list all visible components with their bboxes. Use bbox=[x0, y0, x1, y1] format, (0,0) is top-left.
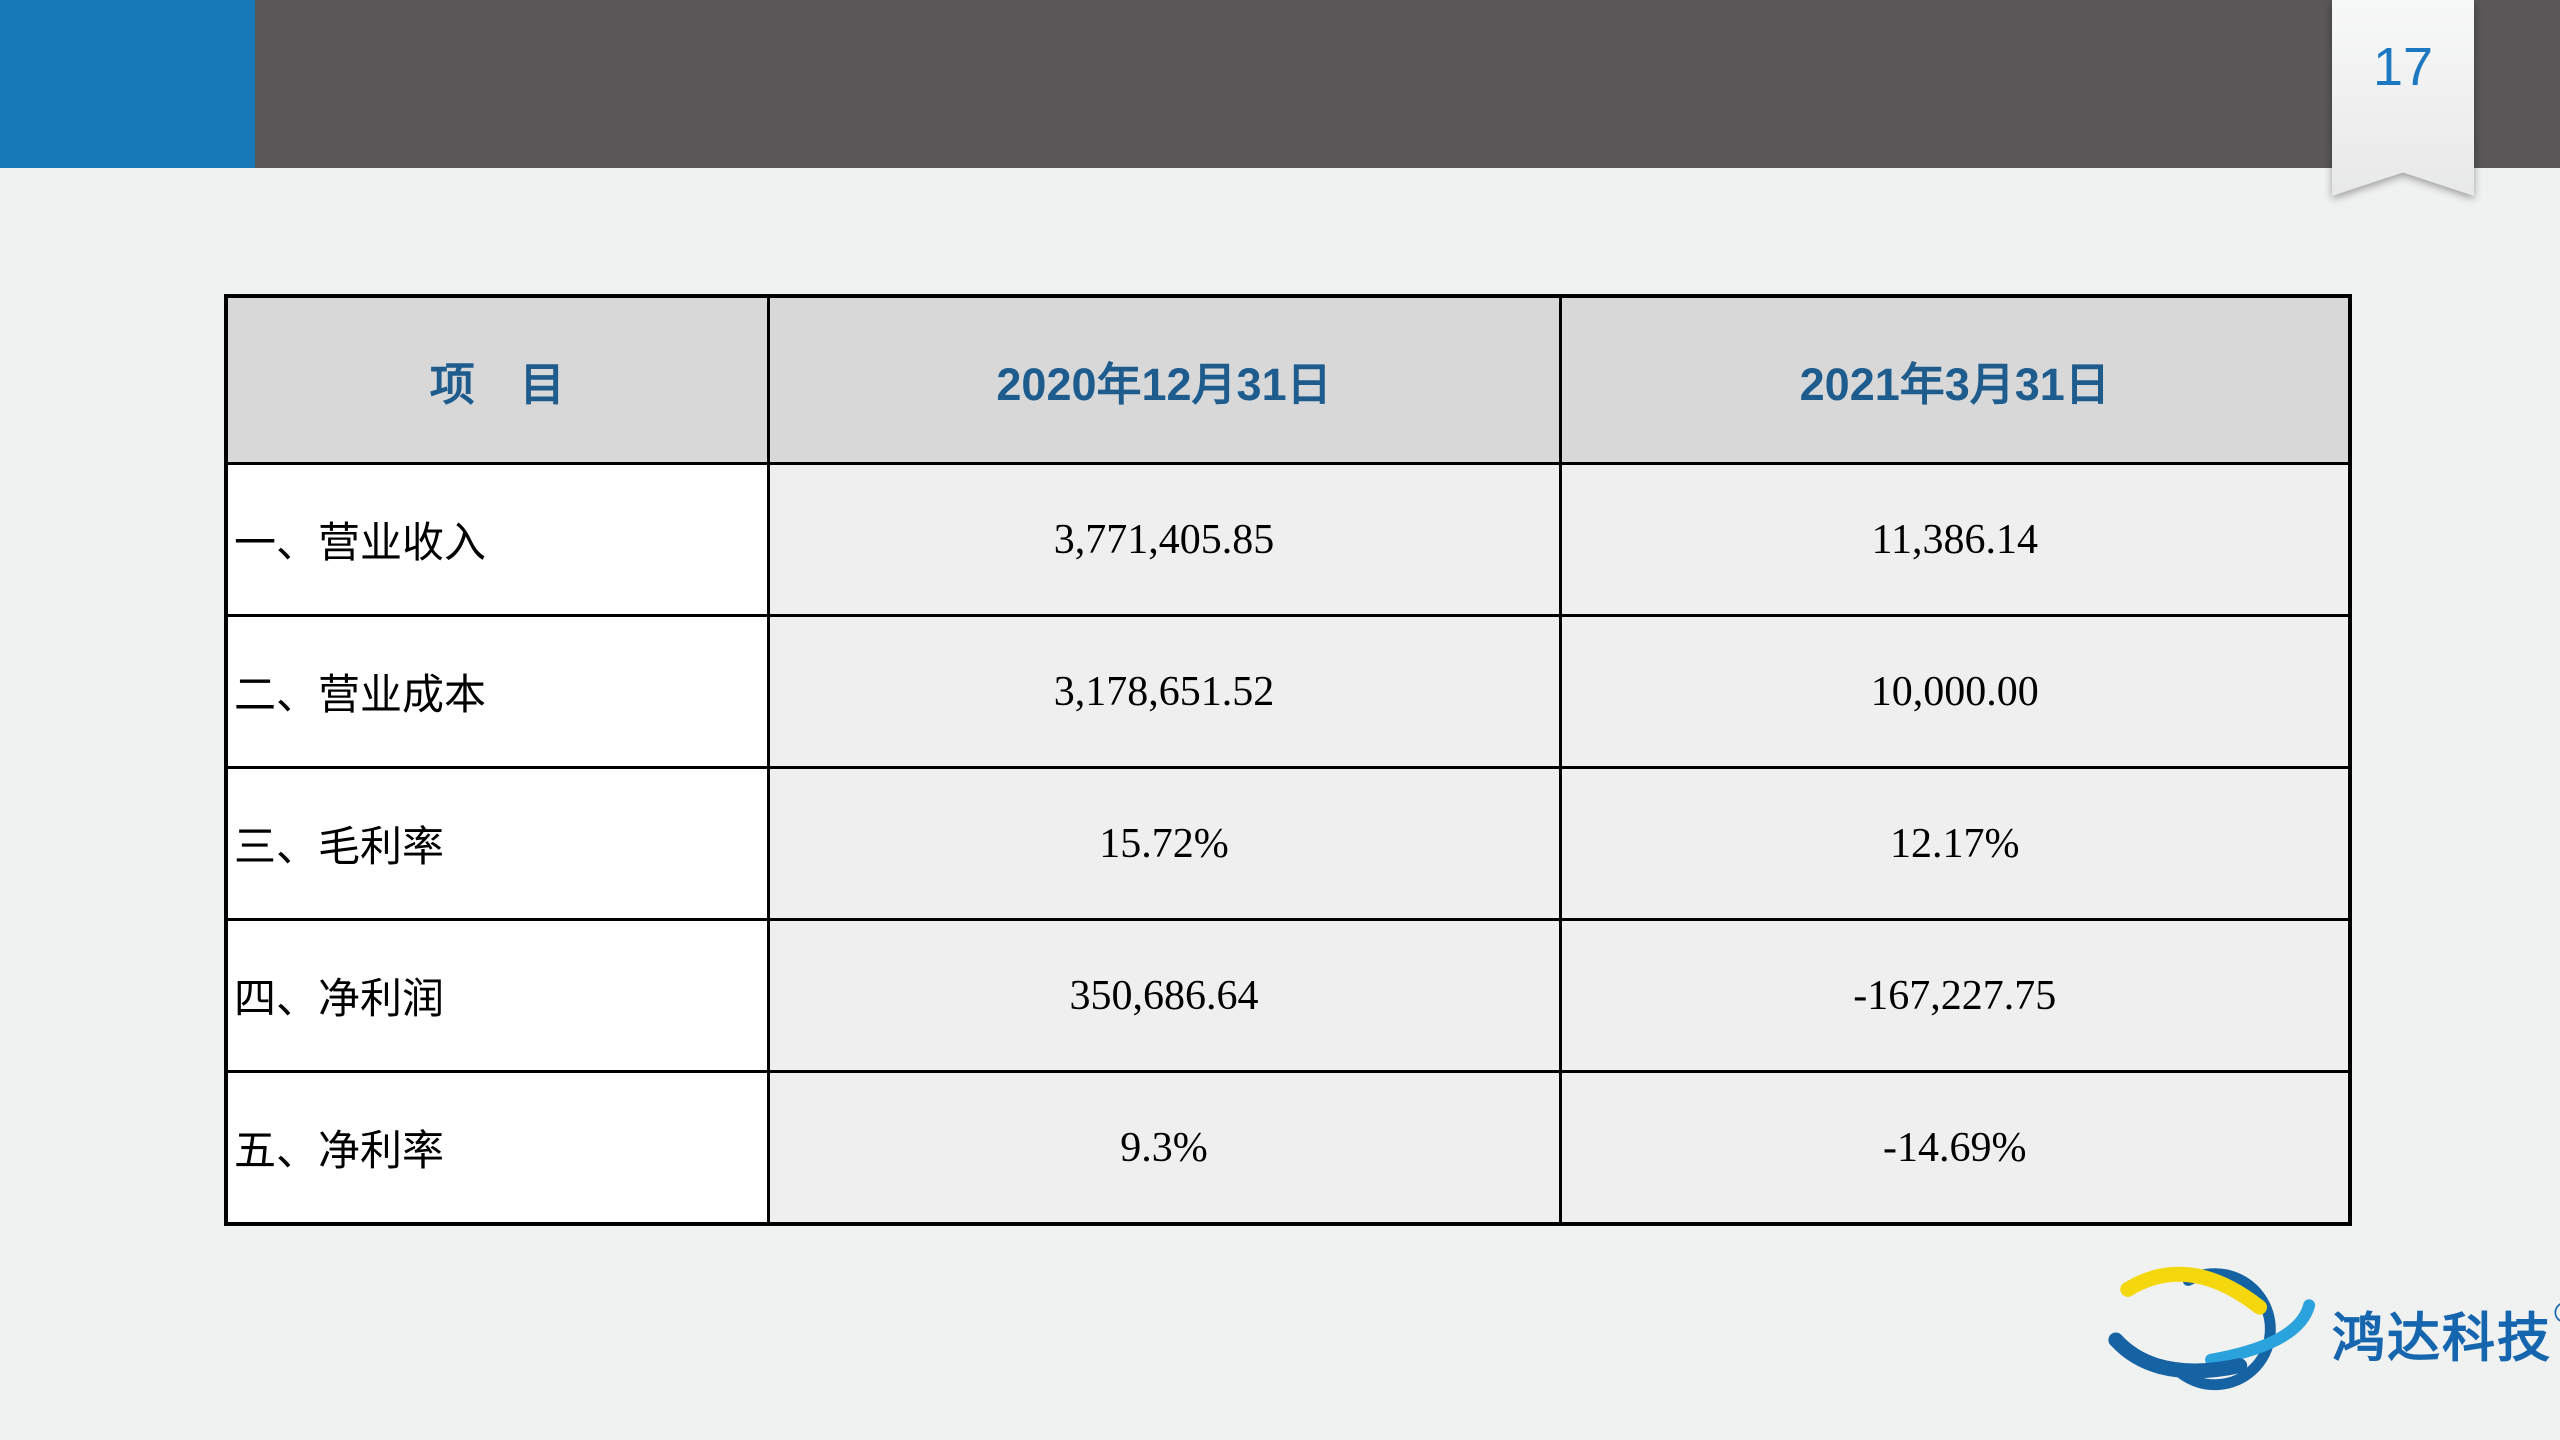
row-value-2021: 12.17% bbox=[1558, 766, 2352, 921]
row-value-2020: 15.72% bbox=[766, 766, 1562, 921]
table-row: 一、营业收入 3,771,405.85 11,386.14 bbox=[224, 462, 2352, 617]
row-value-2021: -14.69% bbox=[1558, 1070, 2352, 1226]
row-label: 三、毛利率 bbox=[224, 766, 770, 921]
table-row: 五、净利率 9.3% -14.69% bbox=[224, 1070, 2352, 1226]
row-value-2020: 350,686.64 bbox=[766, 918, 1562, 1073]
row-label: 五、净利率 bbox=[224, 1070, 770, 1226]
row-label: 二、营业成本 bbox=[224, 614, 770, 769]
row-value-2020: 9.3% bbox=[766, 1070, 1562, 1226]
row-value-2021: 11,386.14 bbox=[1558, 462, 2352, 617]
table-header-row: 项 目 2020年12月31日 2021年3月31日 bbox=[224, 294, 2352, 465]
header-date-2020: 2020年12月31日 bbox=[766, 294, 1562, 465]
row-value-2020: 3,178,651.52 bbox=[766, 614, 1562, 769]
table-row: 三、毛利率 15.72% 12.17% bbox=[224, 766, 2352, 921]
financial-table: 项 目 2020年12月31日 2021年3月31日 一、营业收入 3,771,… bbox=[224, 294, 2352, 1226]
table-row: 二、营业成本 3,178,651.52 10,000.00 bbox=[224, 614, 2352, 769]
header-date-2021: 2021年3月31日 bbox=[1558, 294, 2352, 465]
accent-block bbox=[0, 0, 255, 168]
row-label: 四、净利润 bbox=[224, 918, 770, 1073]
top-bar bbox=[0, 0, 2560, 168]
ribbon-shape: 17 bbox=[2332, 0, 2474, 196]
registered-trademark-icon: ® bbox=[2554, 1297, 2560, 1330]
table-row: 四、净利润 350,686.64 -167,227.75 bbox=[224, 918, 2352, 1073]
row-value-2021: 10,000.00 bbox=[1558, 614, 2352, 769]
company-logo: 鸿达科技® bbox=[2098, 1246, 2560, 1418]
globe-orbit-icon bbox=[2108, 1266, 2316, 1391]
row-value-2021: -167,227.75 bbox=[1558, 918, 2352, 1073]
row-label: 一、营业收入 bbox=[224, 462, 770, 617]
header-item: 项 目 bbox=[224, 294, 770, 465]
logo-text: 鸿达科技® bbox=[2332, 1298, 2560, 1368]
row-value-2020: 3,771,405.85 bbox=[766, 462, 1562, 617]
page-number: 17 bbox=[2372, 37, 2434, 97]
page-number-ribbon: 17 bbox=[2332, 0, 2474, 196]
logo-company-name: 鸿达科技 bbox=[2332, 1308, 2552, 1368]
